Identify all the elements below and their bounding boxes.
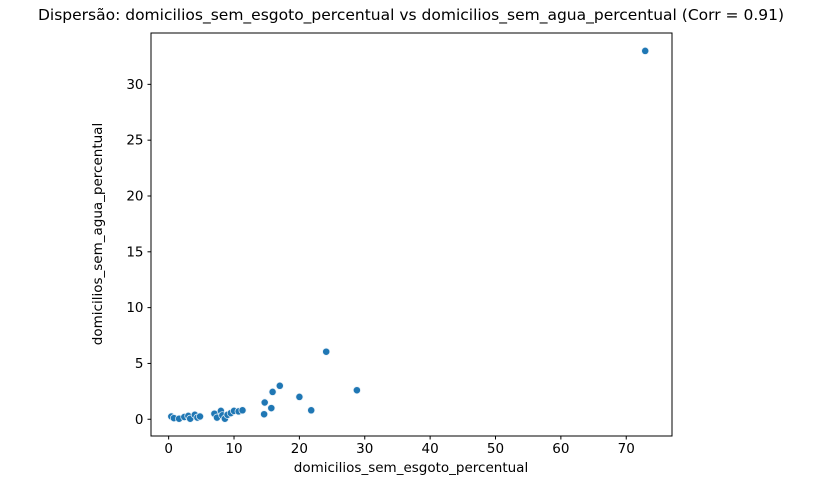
- x-tick-label: 50: [487, 441, 504, 457]
- y-tick-label: 20: [126, 188, 143, 204]
- y-tick-label: 0: [135, 412, 144, 428]
- scatter-point: [267, 404, 276, 413]
- y-tick-label: 30: [126, 77, 143, 93]
- scatter-point: [307, 406, 316, 415]
- scatter-point: [322, 347, 331, 356]
- y-tick-label: 15: [126, 244, 143, 260]
- x-tick-label: 30: [356, 441, 373, 457]
- y-tick-label: 5: [135, 356, 144, 372]
- scatter-point: [196, 412, 204, 421]
- scatter-point: [260, 410, 269, 419]
- scatter-point: [352, 386, 361, 395]
- x-tick-label: 70: [618, 441, 635, 457]
- y-tick-label: 10: [126, 300, 143, 316]
- x-tick-label: 0: [164, 441, 173, 457]
- y-axis-ticks: 0 5 10 15 20 25 30: [126, 77, 151, 428]
- plot-frame: [150, 32, 673, 437]
- scatter-point: [295, 392, 304, 401]
- scatter-point: [275, 381, 284, 390]
- scatter-point: [260, 398, 269, 407]
- x-axis-label: domicilios_sem_esgoto_percentual: [294, 460, 528, 476]
- scatter-point: [238, 406, 247, 415]
- x-tick-label: 40: [422, 441, 439, 457]
- x-tick-label: 10: [225, 441, 242, 457]
- y-tick-label: 25: [126, 133, 143, 149]
- y-axis-label: domicilios_sem_agua_percentual: [90, 123, 106, 345]
- scatter-points-layer: [167, 46, 650, 423]
- scatter-point: [641, 46, 650, 55]
- x-tick-label: 60: [552, 441, 569, 457]
- scatter-point: [268, 387, 277, 396]
- x-tick-label: 20: [291, 441, 308, 457]
- x-axis-ticks: 0 10 20 30 40 50 60 70: [164, 436, 635, 457]
- chart-title: Dispersão: domicilios_sem_esgoto_percent…: [38, 6, 784, 25]
